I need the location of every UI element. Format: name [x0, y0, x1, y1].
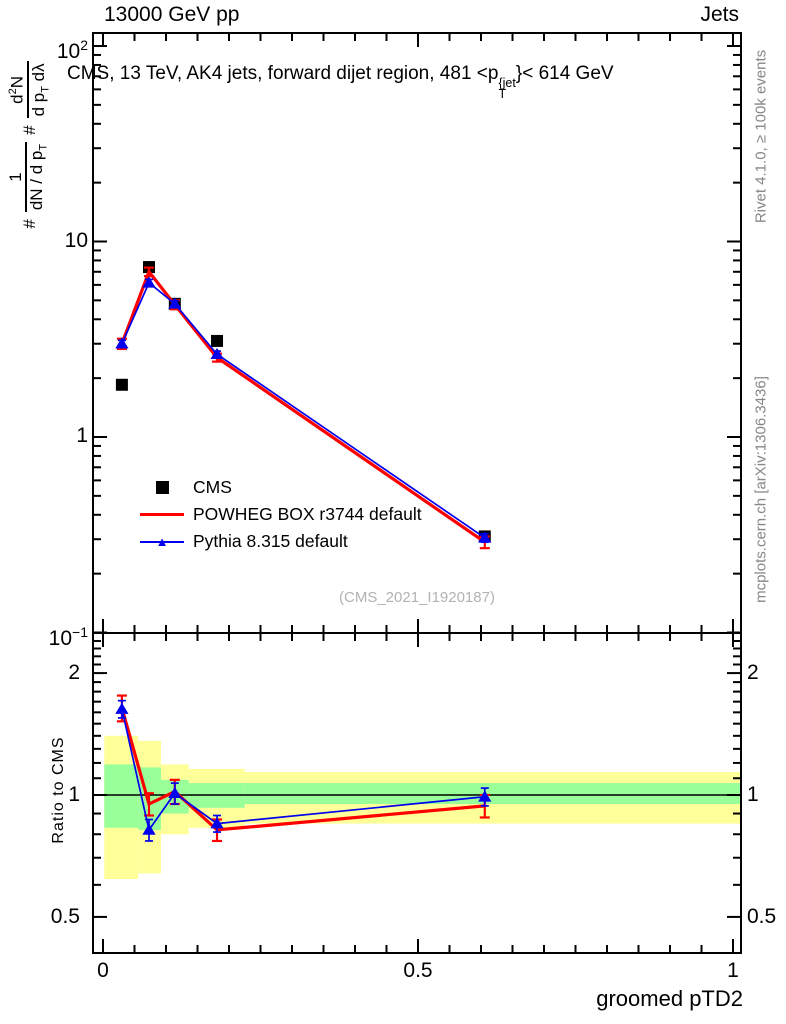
rivet-version-note: Rivet 4.1.0, ≥ 100k events: [752, 49, 770, 224]
pt-jet-sup: {jet: [498, 76, 516, 90]
ratio-y-tick-label-left: 2: [68, 661, 80, 685]
main-y-tick-label: 10−1: [48, 623, 88, 650]
pythia-line-triangle-icon: ▲: [140, 534, 184, 547]
ylabel-frac2-num: d2N: [4, 61, 30, 119]
x-tick-label: 0: [97, 959, 109, 982]
ylabel-frac1-den: dN / d pT: [27, 143, 50, 211]
beam-energy-label: 13000 GeV pp: [104, 3, 240, 26]
pt-jet-sub: T: [498, 87, 507, 101]
ylabel-frac1-num: 1: [6, 141, 28, 213]
cms-square-marker-icon: [140, 481, 184, 494]
x-axis-title: groomed pTD2: [596, 986, 743, 1011]
legend-label-cms: CMS: [193, 477, 232, 497]
main-y-tick-label: 10: [64, 228, 88, 252]
pt-jet-supsub: {jet T: [498, 76, 516, 101]
ylabel-hash-2: #: [20, 125, 39, 135]
mcplots-arxiv-note: mcplots.cern.ch [arXiv:1306.3436]: [752, 376, 770, 603]
ylabel-hash-1: #: [20, 219, 39, 229]
powheg-line-icon: [140, 512, 184, 517]
legend-label-powheg: POWHEG BOX r3744 default: [193, 504, 422, 524]
ylabel-frac-2: d2N d pT dλ: [4, 61, 55, 119]
legend-label-pythia: Pythia 8.315 default: [193, 531, 348, 551]
legend-item-pythia: ▲ Pythia 8.315 default: [140, 528, 422, 555]
ratio-y-tick-label-left: 1: [68, 783, 80, 806]
ratio-y-tick-label-right: 2: [747, 661, 759, 685]
ylabel-frac-1: 1 dN / d pT: [6, 141, 53, 213]
x-tick-label: 1: [727, 959, 739, 982]
y-axis-title: # 1 dN / d pT # d2N d pT dλ: [4, 20, 55, 270]
analysis-id-watermark: (CMS_2021_I1920187): [339, 589, 495, 606]
analysis-group-label: Jets: [700, 3, 739, 26]
legend-item-powheg: POWHEG BOX r3744 default: [140, 501, 422, 528]
plot-title: CMS, 13 TeV, AK4 jets, forward dijet reg…: [67, 63, 614, 100]
ratio-y-tick-label-right: 0.5: [747, 904, 777, 928]
ylabel-frac2-den: d pT dλ: [29, 63, 52, 117]
ratio-y-axis-title: Ratio to CMS: [50, 736, 67, 844]
plot-title-tail: }< 614 GeV: [515, 63, 614, 84]
legend: CMS POWHEG BOX r3744 default ▲ Pythia 8.…: [140, 474, 422, 555]
legend-item-cms: CMS: [140, 474, 422, 501]
main-y-tick-label: 1: [76, 424, 88, 447]
main-y-tick-label: 102: [56, 37, 88, 63]
ratio-y-tick-label-left: 0.5: [50, 904, 80, 928]
plot-title-text: CMS, 13 TeV, AK4 jets, forward dijet reg…: [67, 63, 499, 84]
x-tick-label: 0.5: [403, 959, 433, 982]
ratio-y-tick-label-right: 1: [747, 783, 759, 806]
